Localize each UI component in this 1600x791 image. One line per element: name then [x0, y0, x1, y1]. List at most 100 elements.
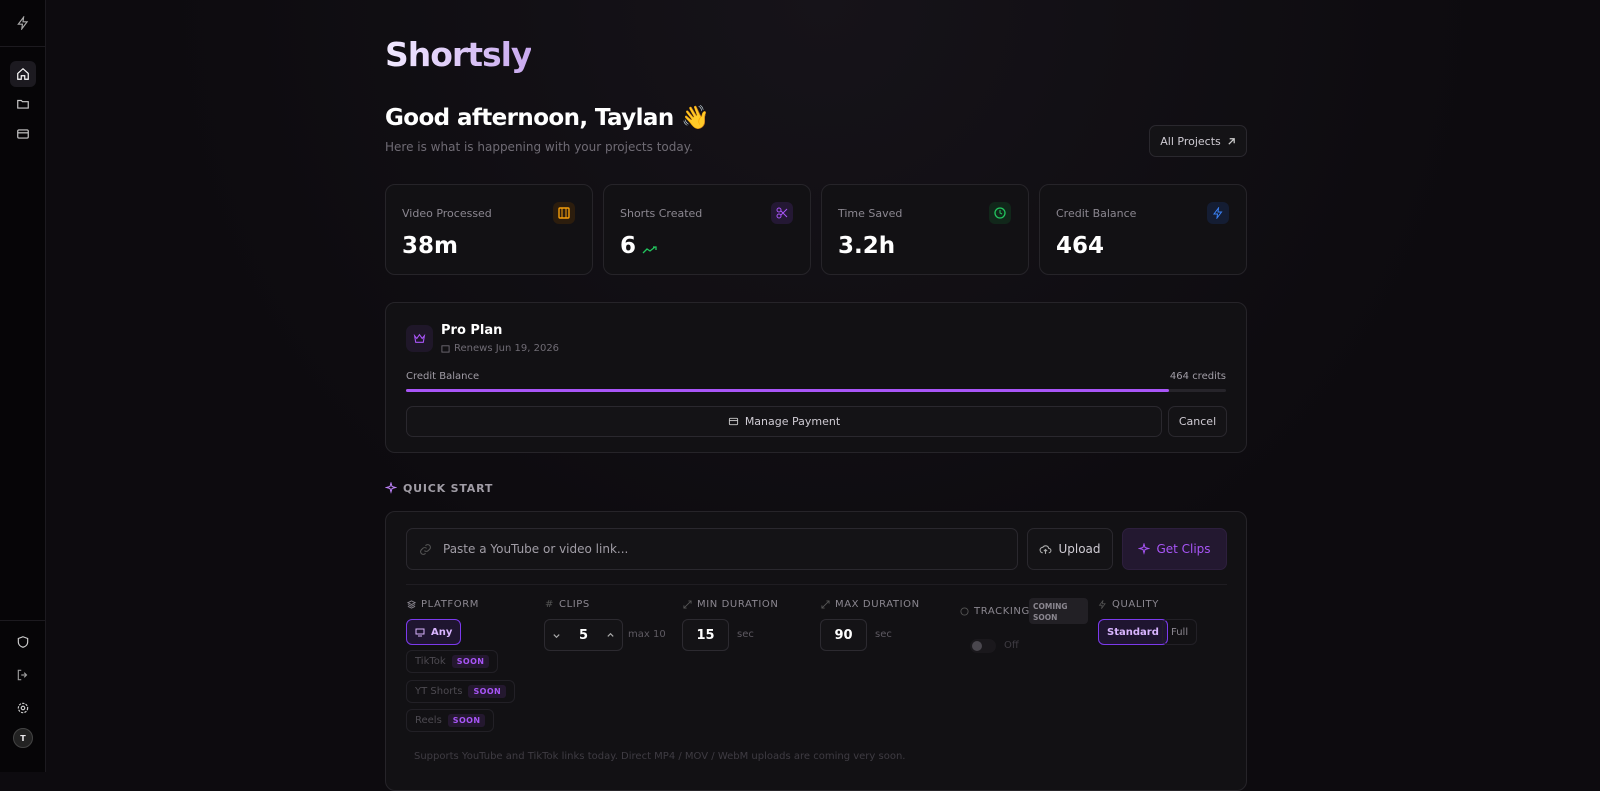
- stat-card: Credit Balance 464: [1039, 184, 1247, 275]
- stat-value: 6: [620, 233, 637, 259]
- button-label: Get Clips: [1156, 542, 1211, 556]
- stat-value: 38m: [402, 233, 458, 259]
- stat-value: 3.2h: [838, 233, 896, 259]
- option-text: YT Shorts: [415, 686, 463, 697]
- soon-badge: SOON: [468, 685, 507, 698]
- quick-start-card: Paste a YouTube or video link... Upload …: [385, 511, 1247, 791]
- clips-max: max 10: [628, 629, 666, 640]
- stat-icon: [989, 202, 1011, 224]
- progress-fill: [406, 389, 1169, 392]
- sparkle-icon: [385, 482, 397, 494]
- toggle-state: Off: [1004, 640, 1019, 651]
- link-input[interactable]: Paste a YouTube or video link...: [406, 528, 1018, 570]
- label-text: MIN DURATION: [697, 599, 779, 610]
- option-text: TikTok: [415, 656, 446, 667]
- manage-payment-button[interactable]: Manage Payment: [406, 406, 1162, 437]
- nav-billing[interactable]: [16, 127, 30, 141]
- stat-icon: [771, 202, 793, 224]
- button-label: Upload: [1058, 542, 1101, 556]
- stat-value: 464: [1056, 233, 1105, 259]
- max-duration-input[interactable]: 90: [820, 619, 867, 651]
- increment[interactable]: [606, 631, 615, 640]
- plan-icon: [406, 325, 433, 352]
- quality-option[interactable]: Full: [1162, 619, 1198, 645]
- option-label: # CLIPS: [545, 599, 590, 610]
- label-text: QUALITY: [1112, 599, 1159, 610]
- nav-logout[interactable]: [16, 668, 30, 682]
- clips-stepper[interactable]: 5: [544, 619, 623, 651]
- platform-option: Reels SOON: [406, 709, 495, 732]
- decrement[interactable]: [552, 631, 561, 640]
- plan-renews: Renews Jun 19, 2026: [441, 343, 559, 354]
- stat-card: Video Processed 38m: [385, 184, 593, 275]
- note: Supports YouTube and TikTok links today.…: [414, 751, 906, 762]
- avatar[interactable]: T: [13, 728, 33, 748]
- progress-track: [406, 389, 1226, 392]
- label-text: CLIPS: [558, 599, 590, 610]
- soon-badge: SOON: [451, 655, 490, 668]
- option-text: Reels: [415, 715, 442, 726]
- divider: [406, 584, 1227, 585]
- all-projects-button[interactable]: All Projects: [1149, 125, 1247, 157]
- option-text: Any: [431, 626, 453, 638]
- stat-label: Shorts Created: [620, 207, 703, 220]
- option-label: TRACKING: [960, 606, 1030, 617]
- nav-home[interactable]: [10, 61, 36, 87]
- sidebar: T: [0, 0, 46, 772]
- trend-icon: [642, 246, 657, 254]
- option-label: MIN DURATION: [683, 599, 778, 610]
- divider: [0, 46, 45, 47]
- divider: [0, 620, 45, 621]
- input-value: 90: [834, 627, 853, 643]
- min-duration-input[interactable]: 15: [682, 619, 729, 651]
- option-label: PLATFORM: [407, 599, 479, 610]
- cancel-button[interactable]: Cancel: [1168, 406, 1227, 437]
- platform-option[interactable]: Any: [406, 619, 462, 645]
- upload-button[interactable]: Upload: [1027, 528, 1113, 570]
- nav-settings[interactable]: [16, 701, 30, 715]
- soon-badge: SOON: [447, 714, 486, 727]
- input-value: 15: [696, 627, 715, 643]
- clips-value: 5: [578, 627, 589, 643]
- renew-text: Renews Jun 19, 2026: [454, 343, 560, 354]
- subtitle: Here is what is happening with your proj…: [385, 140, 693, 154]
- stat-label: Credit Balance: [1056, 207, 1137, 220]
- stat-card: Time Saved 3.2h: [821, 184, 1029, 275]
- tracking-toggle: [970, 639, 996, 653]
- stat-label: Video Processed: [402, 207, 492, 220]
- coming-soon-badge: COMING SOON: [1029, 598, 1088, 624]
- button-label: All Projects: [1160, 134, 1221, 148]
- brand: Shortsly: [385, 35, 532, 74]
- stat-icon: [1207, 202, 1229, 224]
- option-label: QUALITY: [1098, 599, 1159, 610]
- platform-option: YT Shorts SOON: [406, 680, 516, 703]
- logo-icon: [17, 16, 29, 30]
- get-clips-button[interactable]: Get Clips: [1122, 528, 1227, 570]
- stat-card: Shorts Created 6: [603, 184, 811, 275]
- balance-credits: 464 credits: [1169, 371, 1226, 382]
- option-text: Standard: [1107, 626, 1159, 638]
- button-label: Cancel: [1178, 415, 1217, 428]
- greeting: Good afternoon, Taylan 👋: [385, 105, 710, 131]
- stat-label: Time Saved: [838, 207, 903, 220]
- option-text: Full: [1171, 626, 1189, 638]
- nav-security[interactable]: [16, 635, 30, 649]
- label-text: TRACKING: [974, 606, 1030, 617]
- unit: sec: [737, 629, 754, 640]
- section-title: QUICK START: [403, 482, 494, 495]
- balance-label: Credit Balance: [406, 371, 480, 382]
- quality-option[interactable]: Standard: [1098, 619, 1168, 645]
- unit: sec: [875, 629, 892, 640]
- platform-option: TikTok SOON: [406, 650, 499, 673]
- input-placeholder: Paste a YouTube or video link...: [443, 542, 629, 556]
- option-label: MAX DURATION: [821, 599, 920, 610]
- plan-name: Pro Plan: [441, 323, 503, 338]
- plan-card: Pro Plan Renews Jun 19, 2026 Credit Bala…: [385, 302, 1247, 453]
- label-text: MAX DURATION: [835, 599, 920, 610]
- stat-icon: [553, 202, 575, 224]
- button-label: Manage Payment: [744, 415, 841, 428]
- label-text: PLATFORM: [421, 599, 480, 610]
- nav-projects[interactable]: [16, 97, 30, 111]
